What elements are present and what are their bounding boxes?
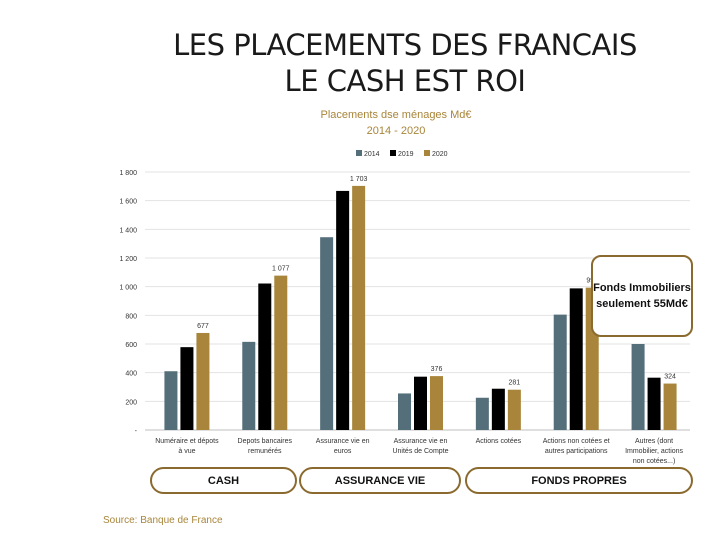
x-tick-label-line: Actions non cotées et <box>543 438 610 445</box>
y-tick-label: 200 <box>125 399 137 406</box>
x-tick-label-line: Assurance vie en <box>316 438 370 445</box>
legend-swatch <box>390 150 396 156</box>
callout-line1: Fonds Immobiliers <box>593 282 691 294</box>
bar-2020 <box>663 383 677 430</box>
group-label-assurance-vie: ASSURANCE VIE <box>334 474 426 487</box>
legend-label: 2014 <box>364 151 380 158</box>
x-tick-label-line: Assurance vie en <box>394 438 448 445</box>
x-tick-label-line: remunérés <box>248 448 282 455</box>
slide-title-line2: LE CASH EST ROI <box>284 64 526 98</box>
bar-2020 <box>352 185 366 430</box>
y-tick-label: 800 <box>125 313 137 320</box>
x-tick-label: Assurance vie en Unités de Compte <box>392 438 448 455</box>
y-tick-label: 1 600 <box>119 199 137 206</box>
bar-2014 <box>320 237 334 430</box>
bar-2020 <box>196 332 210 430</box>
bar-2014 <box>553 314 567 430</box>
bar-2020 <box>274 275 288 430</box>
y-tick-label: 1 000 <box>119 285 137 292</box>
y-tick-label: 400 <box>125 371 137 378</box>
legend-swatch <box>424 150 430 156</box>
group-pill-assurance-vie: ASSURANCE VIE <box>299 467 461 494</box>
bar-2019 <box>647 377 661 430</box>
source-note: Source: Banque de France <box>103 515 223 526</box>
x-tick-label-line: autres participations <box>545 448 608 455</box>
y-tick-label: 1 200 <box>119 256 137 263</box>
x-tick-label: Assurance vie en euros <box>316 438 370 455</box>
group-label-fonds-propres: FONDS PROPRES <box>531 474 627 487</box>
bar-2020 <box>430 376 443 430</box>
x-tick-label-line: à vue <box>178 448 195 455</box>
group-pill-fonds-propres: FONDS PROPRES <box>465 467 693 494</box>
group-label-cash: CASH <box>207 474 240 487</box>
chart-bars <box>164 185 677 430</box>
fonds-immobiliers-callout: Fonds Immobiliers seulement 55Md€ <box>591 255 693 337</box>
x-tick-label-line: Numéraire et dépots <box>155 438 219 445</box>
x-tick-label: Depots bancaires remunérés <box>238 438 293 455</box>
y-tick-label: 1 400 <box>119 227 137 234</box>
bar-2019 <box>491 388 505 430</box>
x-tick-label: Actions non cotées et autres participatio… <box>543 438 610 455</box>
x-tick-label: Autres (dont Immobilier, actions non cotée… <box>625 438 683 465</box>
chart-legend: 2014 2019 2020 <box>356 150 448 158</box>
data-label: 281 <box>509 380 521 387</box>
bar-2014 <box>631 344 645 430</box>
legend-label: 2020 <box>432 151 448 158</box>
x-tick-label-line: Depots bancaires <box>238 438 293 445</box>
legend-label: 2019 <box>398 151 414 158</box>
bar-2019 <box>258 283 272 430</box>
callout-line2: seulement 55Md€ <box>596 298 688 310</box>
x-axis: Numéraire et dépots à vue Depots bancaires… <box>155 438 683 465</box>
x-tick-label: Numéraire et dépots à vue <box>155 438 219 455</box>
bar-2014 <box>398 393 411 430</box>
bar-2020 <box>507 389 521 430</box>
x-tick-label: Actions cotées <box>476 438 522 445</box>
x-tick-label-line: Immobilier, actions <box>625 448 683 455</box>
y-tick-label: 1 800 <box>119 170 137 177</box>
x-tick-label-line: euros <box>334 448 352 455</box>
bar-2014 <box>242 341 256 430</box>
bar-2019 <box>180 347 194 430</box>
y-tick-label: 600 <box>125 342 137 349</box>
bar-2019 <box>414 376 427 430</box>
data-label: 677 <box>197 323 209 330</box>
x-tick-label-line: Unités de Compte <box>392 448 448 455</box>
group-pill-cash: CASH <box>150 467 297 494</box>
chart-title: Placements dse ménages Md€ <box>320 109 471 121</box>
legend-swatch <box>356 150 362 156</box>
slide-title-line1: LES PLACEMENTS DES FRANCAIS <box>173 28 637 62</box>
data-label: 1 077 <box>272 266 290 273</box>
x-tick-label-line: non cotées...) <box>633 458 675 465</box>
y-axis: - 200 400 600 800 1 000 1 200 1 400 1 600 1 800 <box>119 170 137 435</box>
chart-subtitle: 2014 - 2020 <box>367 125 426 137</box>
bar-2019 <box>569 288 583 430</box>
bar-2014 <box>164 371 178 430</box>
y-tick-label: - <box>135 428 138 435</box>
bar-2014 <box>475 397 489 430</box>
x-tick-label-line: Autres (dont <box>635 438 673 445</box>
data-label: 376 <box>431 366 443 373</box>
data-label: 324 <box>664 374 676 381</box>
data-label: 1 703 <box>350 176 368 183</box>
x-tick-label-line: Actions cotées <box>476 438 522 445</box>
bar-2019 <box>336 190 350 430</box>
